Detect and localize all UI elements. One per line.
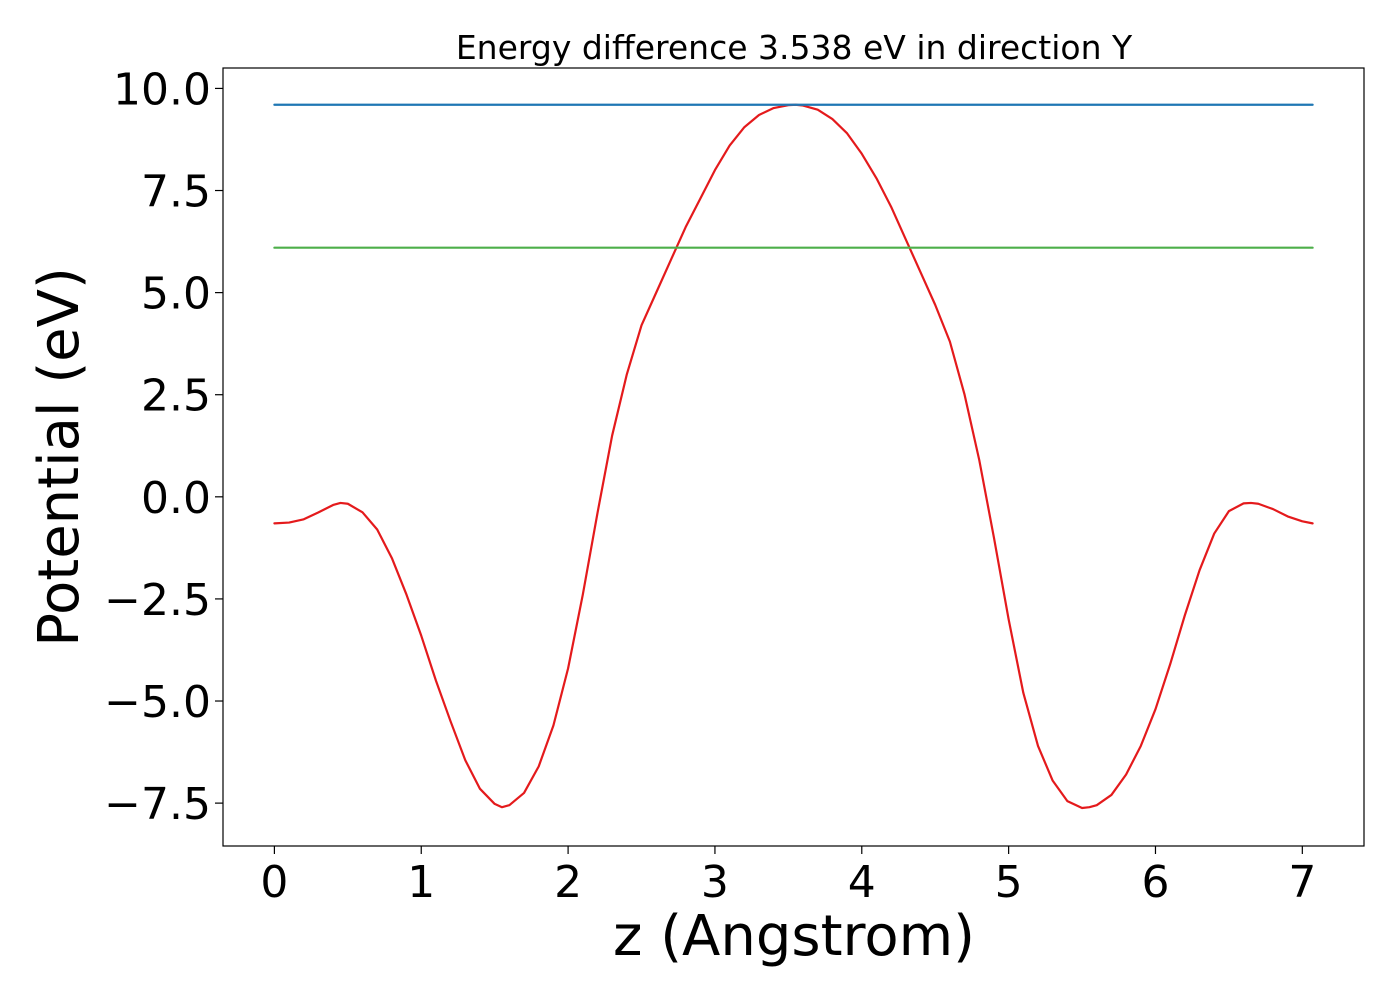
plot-frame [222,67,1365,847]
x-tick-label: 1 [407,857,435,908]
x-axis-ticks: 0 1 2 3 4 5 6 7 [260,846,1316,908]
y-tick-label: −2.5 [104,575,211,626]
y-tick-label: −5.0 [104,677,211,728]
chart-title: Energy difference 3.538 eV in direction … [456,28,1133,67]
x-tick-label: 0 [260,857,288,908]
plot-area [273,103,1314,810]
y-tick-label: 2.5 [141,371,211,422]
x-tick-label: 7 [1288,857,1316,908]
x-axis-label: z (Angstrom) [613,904,975,969]
x-tick-label: 5 [995,857,1023,908]
y-tick-label: 7.5 [141,167,211,218]
y-tick-label: 10.0 [113,64,211,115]
y-axis-ticks: −7.5 −5.0 −2.5 0.0 2.5 5.0 7.5 10.0 [104,64,223,830]
x-tick-label: 2 [554,857,582,908]
x-tick-label: 4 [848,857,876,908]
y-tick-label: −7.5 [104,779,211,830]
x-tick-label: 3 [701,857,729,908]
y-tick-label: 0.0 [141,473,211,524]
series-line-0 [273,103,1314,810]
y-tick-label: 5.0 [141,269,211,320]
x-tick-label: 6 [1141,857,1169,908]
y-axis-label: Potential (eV) [27,267,92,647]
